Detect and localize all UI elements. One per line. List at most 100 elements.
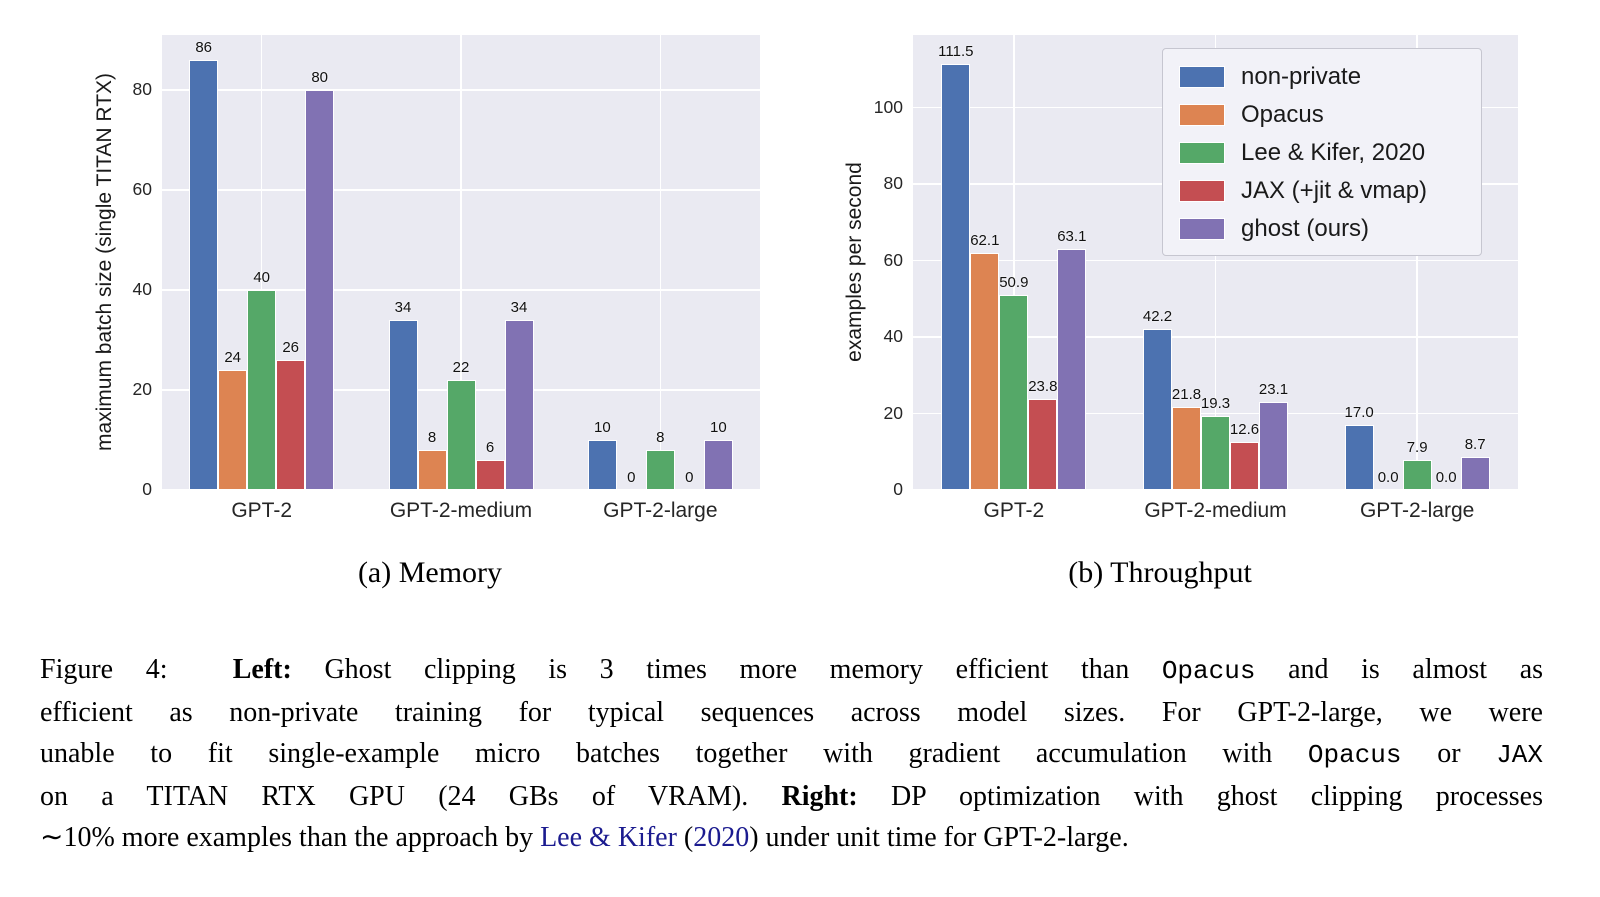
bar xyxy=(1143,328,1172,490)
bar xyxy=(305,90,335,490)
caption-segment-normal: and is almost as xyxy=(1255,654,1544,685)
legend: non-private Opacus Lee & Kifer, 2020 JAX (+… xyxy=(1162,48,1482,256)
chart-memory: maximum batch size (single TITAN RTX) 86… xyxy=(0,0,800,589)
bar-value-label: 63.1 xyxy=(1057,227,1087,245)
bar xyxy=(276,360,306,490)
bar-value-label: 42.2 xyxy=(1142,307,1173,325)
legend-color-patch xyxy=(1179,104,1225,126)
bar xyxy=(475,460,505,490)
bar-value-label: 7.9 xyxy=(1406,438,1428,456)
bar xyxy=(388,320,418,490)
caption-segment-mono: Opacus xyxy=(1161,656,1256,686)
bar-value-label: 12.6 xyxy=(1229,420,1260,438)
x-gridline xyxy=(1214,35,1217,490)
x-gridline xyxy=(1416,35,1418,490)
bar xyxy=(189,60,219,490)
y-gridline xyxy=(162,489,760,491)
figure-caption: Figure 4: Left: Ghost clipping is 3 time… xyxy=(40,649,1543,858)
x-gridline xyxy=(659,35,662,490)
bar-value-label: 50.9 xyxy=(999,274,1029,292)
bar-value-label: 19.3 xyxy=(1200,395,1231,413)
y-gridline xyxy=(913,336,1518,338)
caption-segment-normal: ( xyxy=(676,822,694,853)
caption-segment-bold: Left: xyxy=(232,654,292,685)
caption-segment-normal: efficient as non-private training for ty… xyxy=(40,697,1543,728)
bar-value-label: 23.8 xyxy=(1028,378,1058,395)
y-tick-label: 20 xyxy=(132,379,152,399)
y-tick-label: 100 xyxy=(873,96,903,117)
legend-item-label: JAX (+jit & vmap) xyxy=(1241,177,1428,204)
subcaption-b: (b) Throughput xyxy=(1068,556,1252,589)
bar-value-label: 34 xyxy=(394,299,412,316)
y-gridline xyxy=(913,489,1518,491)
bar-value-label: 8 xyxy=(656,429,665,446)
legend-item: Lee & Kifer, 2020 xyxy=(1179,134,1425,172)
x-tick-label: GPT-2-large xyxy=(1359,499,1475,522)
caption-line: ∼10% more examples than the approach by … xyxy=(40,817,1543,858)
bar xyxy=(504,320,534,490)
plot-area-memory: 86 34 10 24 8 0 40 22 8 26 6 0 80 34 10 xyxy=(162,35,760,491)
x-gridline xyxy=(460,35,462,490)
y-gridline xyxy=(913,412,1518,415)
legend-item-label: Lee & Kifer, 2020 xyxy=(1241,139,1426,166)
bar-value-label: 8.7 xyxy=(1464,435,1486,453)
bar xyxy=(1028,399,1058,490)
bar-value-label: 0 xyxy=(685,469,694,486)
bar xyxy=(970,252,1000,490)
legend-color-patch xyxy=(1179,180,1225,202)
bar-value-label: 40 xyxy=(253,269,270,286)
legend-item: ghost (ours) xyxy=(1179,210,1369,248)
caption-line: Figure 4: Left: Ghost clipping is 3 time… xyxy=(40,649,1543,692)
legend-item-label: non-private xyxy=(1241,63,1362,90)
bar-value-label: 34 xyxy=(510,299,528,316)
subcaption-a: (a) Memory xyxy=(357,556,503,589)
caption-segment-normal: or xyxy=(1401,738,1497,769)
x-tick-label: GPT-2-large xyxy=(603,499,718,522)
bar-value-label: 0 xyxy=(627,469,636,486)
legend-item: Opacus xyxy=(1179,96,1324,134)
bar-value-label: 10 xyxy=(593,419,611,436)
bar xyxy=(446,380,476,490)
bar xyxy=(1344,425,1374,490)
legend-item: JAX (+jit & vmap) xyxy=(1179,172,1427,210)
bar-value-label: 86 xyxy=(195,39,213,56)
bar xyxy=(1460,456,1490,490)
y-tick-label: 60 xyxy=(883,249,903,270)
caption-segment-bold: Right: xyxy=(781,781,858,812)
x-tick-label: GPT-2 xyxy=(983,499,1045,522)
bar-value-label: 23.1 xyxy=(1258,380,1289,398)
bar xyxy=(1057,248,1087,490)
legend-color-patch xyxy=(1179,218,1225,240)
caption-segment-link: 2020 xyxy=(693,822,750,853)
chart-throughput: examples per second 111.5 42.2 17.0 62.1 21.… xyxy=(800,0,1600,589)
caption-segment-normal: ∼10% more examples than the approach by xyxy=(40,822,541,853)
y-tick-label: 20 xyxy=(883,402,903,423)
y-tick-label: 80 xyxy=(132,79,152,99)
bar-value-label: 6 xyxy=(485,439,495,456)
y-tick-label: 0 xyxy=(893,479,903,499)
bar xyxy=(941,63,971,490)
bar xyxy=(1201,416,1230,490)
legend-item-label: Opacus xyxy=(1241,101,1324,128)
bar xyxy=(247,290,277,490)
bar xyxy=(587,440,617,490)
y-tick-label: 80 xyxy=(883,173,903,194)
caption-line: efficient as non-private training for ty… xyxy=(40,692,1543,733)
caption-segment-normal: Ghost clipping is 3 times more memory ef… xyxy=(291,654,1162,685)
y-tick-label: 60 xyxy=(132,179,152,199)
bar xyxy=(645,450,675,490)
bar xyxy=(1172,406,1201,490)
caption-segment-normal: DP optimization with ghost clipping proc… xyxy=(857,781,1543,812)
y-tick-label: 40 xyxy=(883,326,903,347)
bar xyxy=(999,295,1029,490)
x-gridline xyxy=(1013,35,1015,490)
bar-value-label: 22 xyxy=(452,359,470,376)
legend-item-label: ghost (ours) xyxy=(1241,215,1370,242)
x-tick-label: GPT-2 xyxy=(231,499,292,522)
y-gridline xyxy=(913,259,1518,262)
caption-line: on a TITAN RTX GPU (24 GBs of VRAM). Rig… xyxy=(40,776,1543,817)
bar xyxy=(1230,441,1259,490)
bar xyxy=(1259,401,1288,490)
bar-value-label: 8 xyxy=(427,429,437,446)
